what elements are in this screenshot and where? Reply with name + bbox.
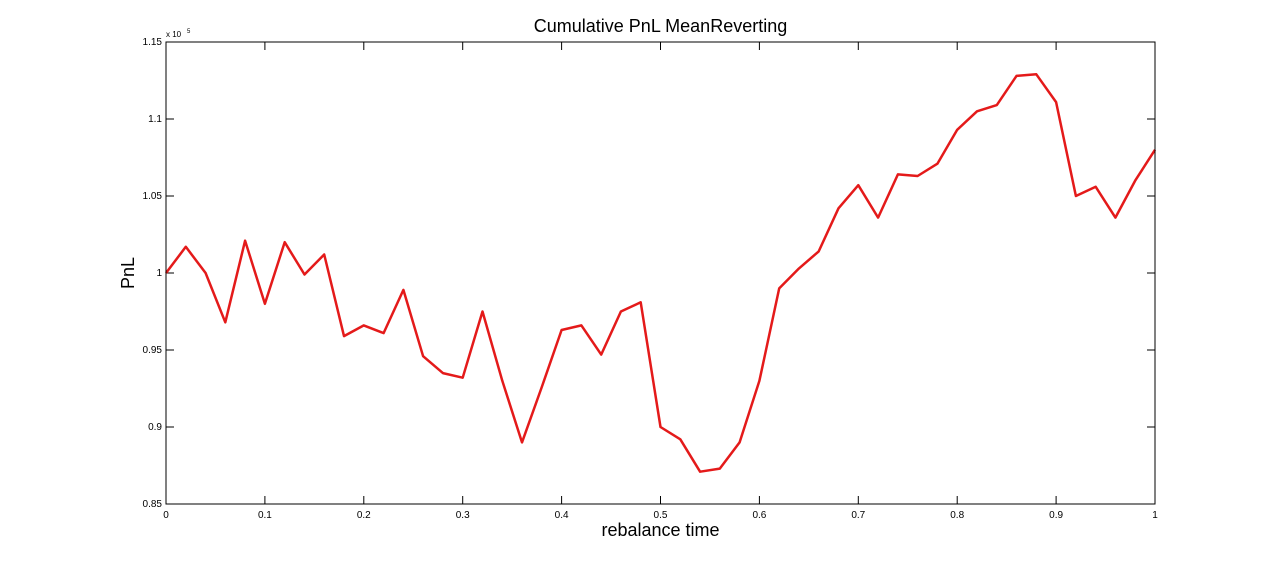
x-tick-label: 0.2 xyxy=(357,510,371,521)
y-tick-label: 1.1 xyxy=(148,114,162,125)
x-tick-label: 0.4 xyxy=(555,510,569,521)
y-tick-label: 1.05 xyxy=(143,191,163,202)
series-layer xyxy=(165,73,1157,473)
plot-background xyxy=(166,42,1155,504)
x-tick-label: 0.5 xyxy=(654,510,668,521)
plot-frame xyxy=(165,41,1156,505)
x-tick-label: 0.9 xyxy=(1049,510,1063,521)
y-axis-label: PnL xyxy=(118,257,138,289)
y-tick-label: 0.9 xyxy=(148,422,162,433)
x-axis-ticks: 0 0.1 0.2 0.3 0.4 0.5 0.6 0.7 0.8 0.9 1 xyxy=(163,42,1158,521)
x-axis-label: rebalance time xyxy=(601,520,719,540)
chart-title: Cumulative PnL MeanReverting xyxy=(534,16,787,36)
x-tick-label: 0.1 xyxy=(258,510,272,521)
x-tick-label: 0.6 xyxy=(752,510,766,521)
x-tick-label: 0 xyxy=(163,510,169,521)
series-line xyxy=(165,73,1157,473)
y-axis-ticks: 0.85 0.9 0.95 1 1.05 1.1 1.15 xyxy=(143,37,1155,510)
x-tick-label: 0.8 xyxy=(950,510,964,521)
x-tick-label: 0.3 xyxy=(456,510,470,521)
y-tick-label: 0.85 xyxy=(143,499,163,510)
x-tick-label: 0.7 xyxy=(851,510,865,521)
y-tick-label: 1 xyxy=(156,268,162,279)
x-tick-label: 1 xyxy=(1152,510,1158,521)
y-tick-label: 0.95 xyxy=(143,345,163,356)
y-exponent-power: 5 xyxy=(187,29,191,35)
y-exponent-label: x 10 xyxy=(166,30,182,39)
y-tick-label: 1.15 xyxy=(143,37,163,48)
